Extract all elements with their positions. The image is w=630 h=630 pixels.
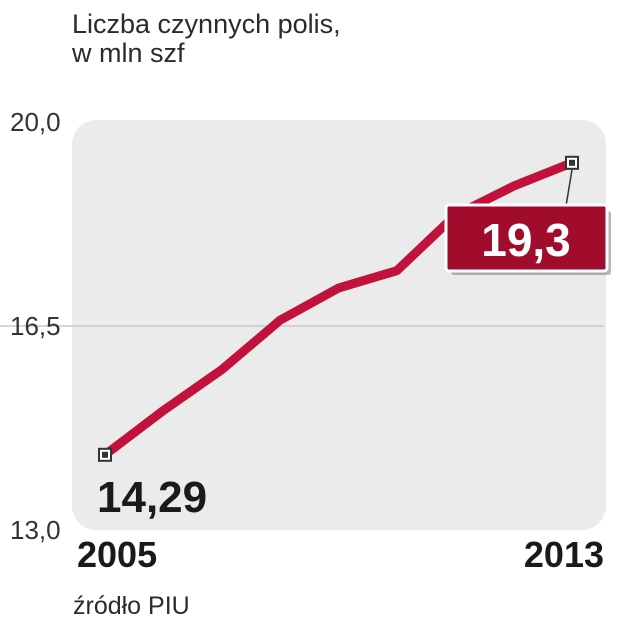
source-note: źródło PIU xyxy=(73,592,190,620)
x-tick-label: 2013 xyxy=(524,534,604,575)
series-line xyxy=(100,158,577,460)
y-tick-label: 13,0 xyxy=(10,515,61,545)
y-axis-ticks: 13,0 16,5 20,0 xyxy=(10,107,61,545)
chart-title: Liczba czynnych polis, w mln szf xyxy=(72,10,492,68)
data-point-marker-core xyxy=(102,451,108,458)
series-layer xyxy=(100,158,577,460)
chart-title-line-2: w mln szf xyxy=(72,38,185,68)
data-point-marker-core xyxy=(569,159,575,166)
x-axis-ticks: 2005 2013 xyxy=(77,534,604,575)
x-tick-label: 2005 xyxy=(77,534,157,575)
y-tick-label: 16,5 xyxy=(10,311,61,341)
chart-title-line-1: Liczba czynnych polis, xyxy=(72,9,341,39)
annotations: 14,29 19,3 xyxy=(97,169,611,522)
end-value-box xyxy=(444,203,609,273)
start-value-label: 14,29 xyxy=(97,473,207,522)
end-value-label: 19,3 xyxy=(481,214,571,266)
point-markers xyxy=(98,155,579,462)
y-tick-label: 20,0 xyxy=(10,107,61,137)
